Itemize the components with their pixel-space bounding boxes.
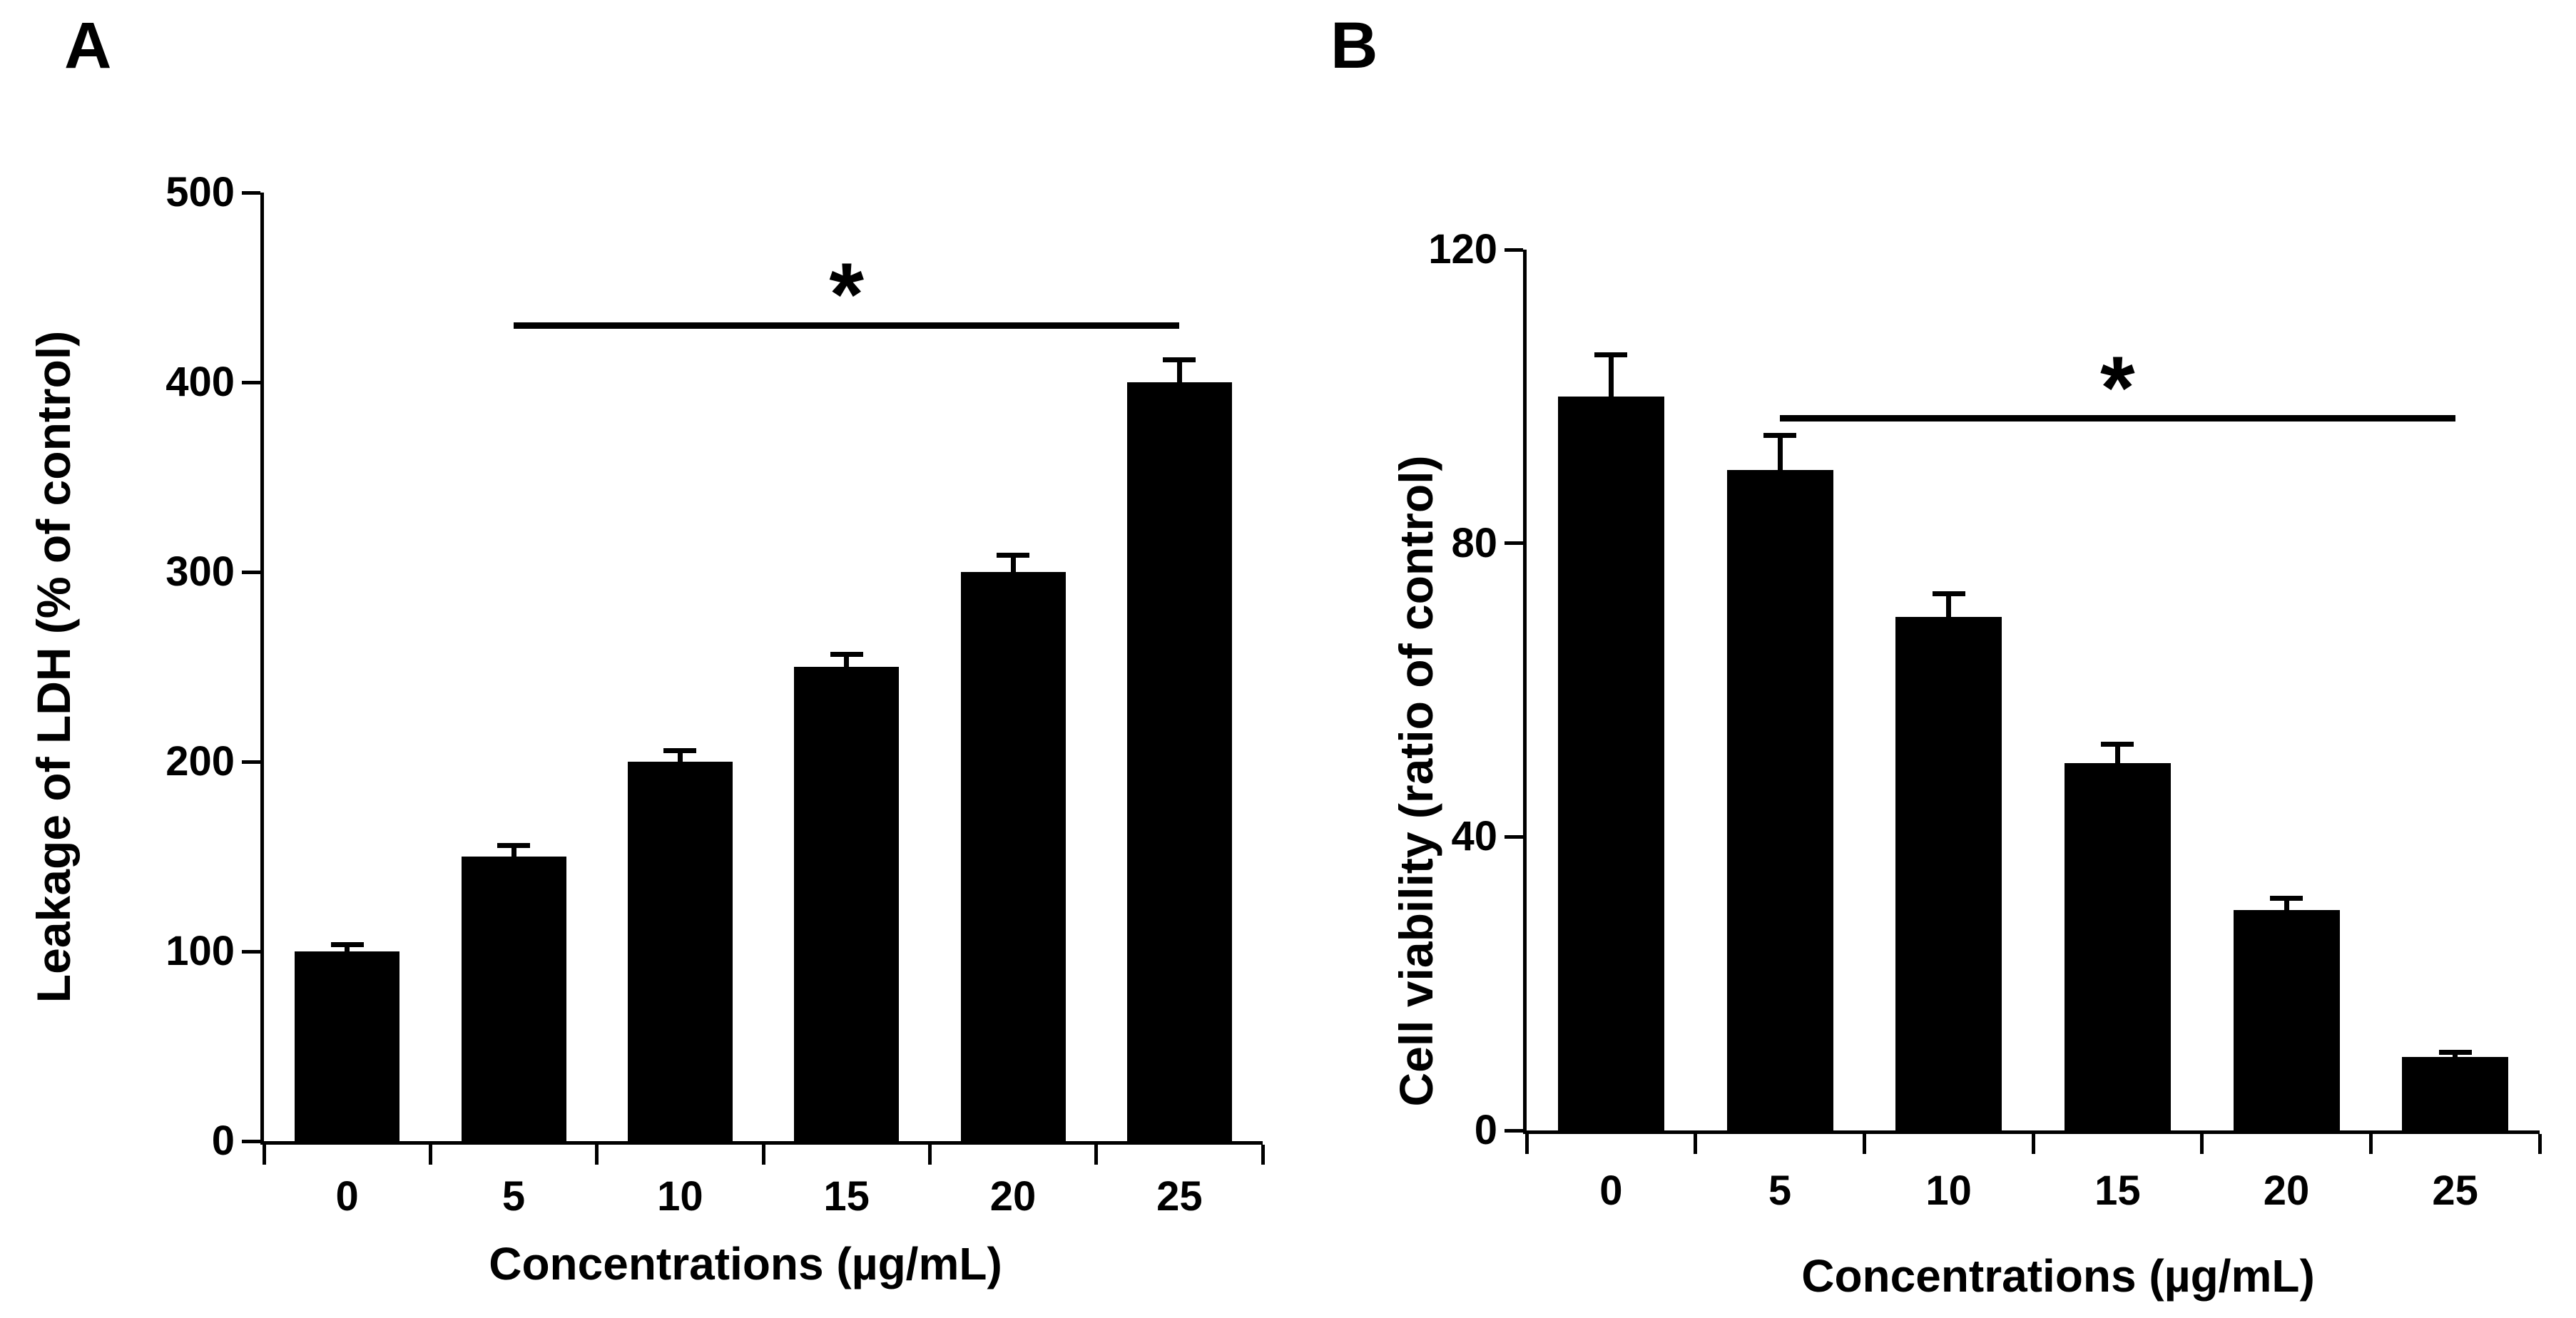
x-tick bbox=[2537, 1134, 2542, 1154]
x-tick-label: 25 bbox=[2432, 1168, 2478, 1214]
y-tick-label: 100 bbox=[166, 928, 235, 974]
y-tick-label: 80 bbox=[1451, 519, 1497, 566]
x-tick bbox=[262, 1145, 266, 1165]
significance-line bbox=[1780, 415, 2455, 422]
y-tick bbox=[1505, 1128, 1523, 1133]
y-tick bbox=[242, 760, 260, 764]
error-bar-cap bbox=[997, 553, 1029, 558]
bar-0 bbox=[295, 951, 400, 1141]
plot-area-a: 0 100 200 300 400 500 0 5 10 15 20 25 * bbox=[166, 170, 1265, 1218]
y-tick bbox=[1505, 247, 1523, 252]
x-tick bbox=[428, 1145, 432, 1165]
y-tick bbox=[242, 949, 260, 954]
y-tick-label: 300 bbox=[166, 548, 235, 595]
error-bar bbox=[1608, 352, 1614, 397]
bar-5 bbox=[1726, 469, 1833, 1130]
y-axis-title-a: Leakage of LDH (% of control) bbox=[27, 330, 80, 1003]
x-tick bbox=[1261, 1145, 1265, 1165]
x-tick-label: 25 bbox=[1156, 1173, 1203, 1220]
y-tick bbox=[242, 380, 260, 384]
x-tick bbox=[761, 1145, 765, 1165]
y-tick-label: 0 bbox=[1474, 1107, 1497, 1153]
x-tick-label: 10 bbox=[1925, 1168, 1972, 1214]
x-tick-label: 10 bbox=[657, 1173, 703, 1220]
bar-10 bbox=[1895, 616, 2002, 1130]
panel-label-a: A bbox=[64, 9, 112, 82]
x-tick bbox=[2200, 1134, 2204, 1154]
error-bar-cap bbox=[830, 651, 863, 657]
error-bar-cap bbox=[1163, 357, 1196, 363]
bar-20 bbox=[960, 572, 1066, 1141]
y-tick-label: 400 bbox=[166, 359, 235, 405]
error-bar-cap bbox=[1594, 352, 1628, 358]
x-tick-label: 20 bbox=[2263, 1168, 2310, 1214]
x-tick bbox=[2368, 1134, 2373, 1154]
x-axis-line bbox=[1523, 1130, 2540, 1134]
bar-10 bbox=[627, 762, 733, 1141]
error-bar-cap bbox=[2270, 895, 2303, 901]
x-tick-label: 20 bbox=[989, 1173, 1037, 1220]
error-bar bbox=[2114, 741, 2120, 764]
x-tick-label: 15 bbox=[823, 1173, 870, 1220]
bar-15 bbox=[794, 667, 900, 1141]
error-bar-cap bbox=[663, 748, 697, 754]
y-axis-line bbox=[260, 193, 264, 1145]
bar-0 bbox=[1557, 396, 1664, 1130]
error-bar bbox=[2284, 895, 2289, 911]
error-bar-cap bbox=[2101, 741, 2134, 747]
y-tick bbox=[242, 1139, 260, 1143]
plot-area-b: 0 40 80 120 0 5 10 15 20 25 * bbox=[1428, 227, 2542, 1212]
panel-label-b: B bbox=[1330, 9, 1378, 82]
x-tick bbox=[595, 1145, 599, 1165]
error-bar-cap bbox=[1932, 591, 1965, 596]
error-bar bbox=[1777, 433, 1783, 470]
x-axis-title-a: Concentrations (µg/mL) bbox=[489, 1238, 1002, 1289]
error-bar bbox=[1946, 591, 1952, 617]
bar-5 bbox=[461, 857, 566, 1141]
y-tick-label: 120 bbox=[1428, 226, 1497, 272]
error-bar-cap bbox=[2438, 1049, 2472, 1055]
y-tick bbox=[1505, 834, 1523, 839]
y-tick bbox=[1505, 541, 1523, 546]
significance-asterisk: * bbox=[2100, 338, 2135, 438]
y-tick-label: 500 bbox=[166, 169, 235, 215]
y-tick bbox=[242, 190, 260, 195]
error-bar-cap bbox=[1763, 433, 1796, 439]
x-tick bbox=[1524, 1134, 1529, 1154]
error-bar bbox=[1010, 553, 1016, 572]
x-tick-label: 0 bbox=[335, 1173, 359, 1220]
x-axis-line bbox=[260, 1141, 1263, 1145]
y-tick bbox=[242, 570, 260, 574]
x-tick-label: 15 bbox=[2094, 1168, 2141, 1214]
error-bar-cap bbox=[330, 941, 364, 947]
error-bar bbox=[677, 748, 683, 762]
significance-line bbox=[514, 322, 1180, 329]
x-axis-title-b: Concentrations (µg/mL) bbox=[1801, 1250, 2315, 1302]
y-tick-label: 0 bbox=[211, 1118, 235, 1164]
bar-25 bbox=[2402, 1057, 2509, 1130]
error-bar bbox=[844, 651, 850, 667]
x-tick bbox=[2031, 1134, 2035, 1154]
bar-15 bbox=[2064, 763, 2171, 1130]
error-bar bbox=[511, 843, 516, 857]
error-bar-cap bbox=[497, 843, 530, 849]
bar-25 bbox=[1126, 382, 1232, 1141]
x-tick bbox=[1694, 1134, 1698, 1154]
y-tick-label: 40 bbox=[1451, 813, 1497, 860]
x-tick-label: 5 bbox=[502, 1173, 526, 1220]
y-axis-line bbox=[1523, 250, 1527, 1134]
y-tick-label: 200 bbox=[166, 738, 235, 785]
x-tick-label: 5 bbox=[1768, 1168, 1792, 1214]
significance-asterisk: * bbox=[829, 245, 864, 345]
error-bar bbox=[1176, 357, 1182, 382]
x-tick bbox=[927, 1145, 932, 1165]
bar-20 bbox=[2233, 910, 2340, 1130]
x-tick bbox=[1094, 1145, 1099, 1165]
x-tick-label: 0 bbox=[1599, 1168, 1623, 1214]
x-tick bbox=[1862, 1134, 1866, 1154]
